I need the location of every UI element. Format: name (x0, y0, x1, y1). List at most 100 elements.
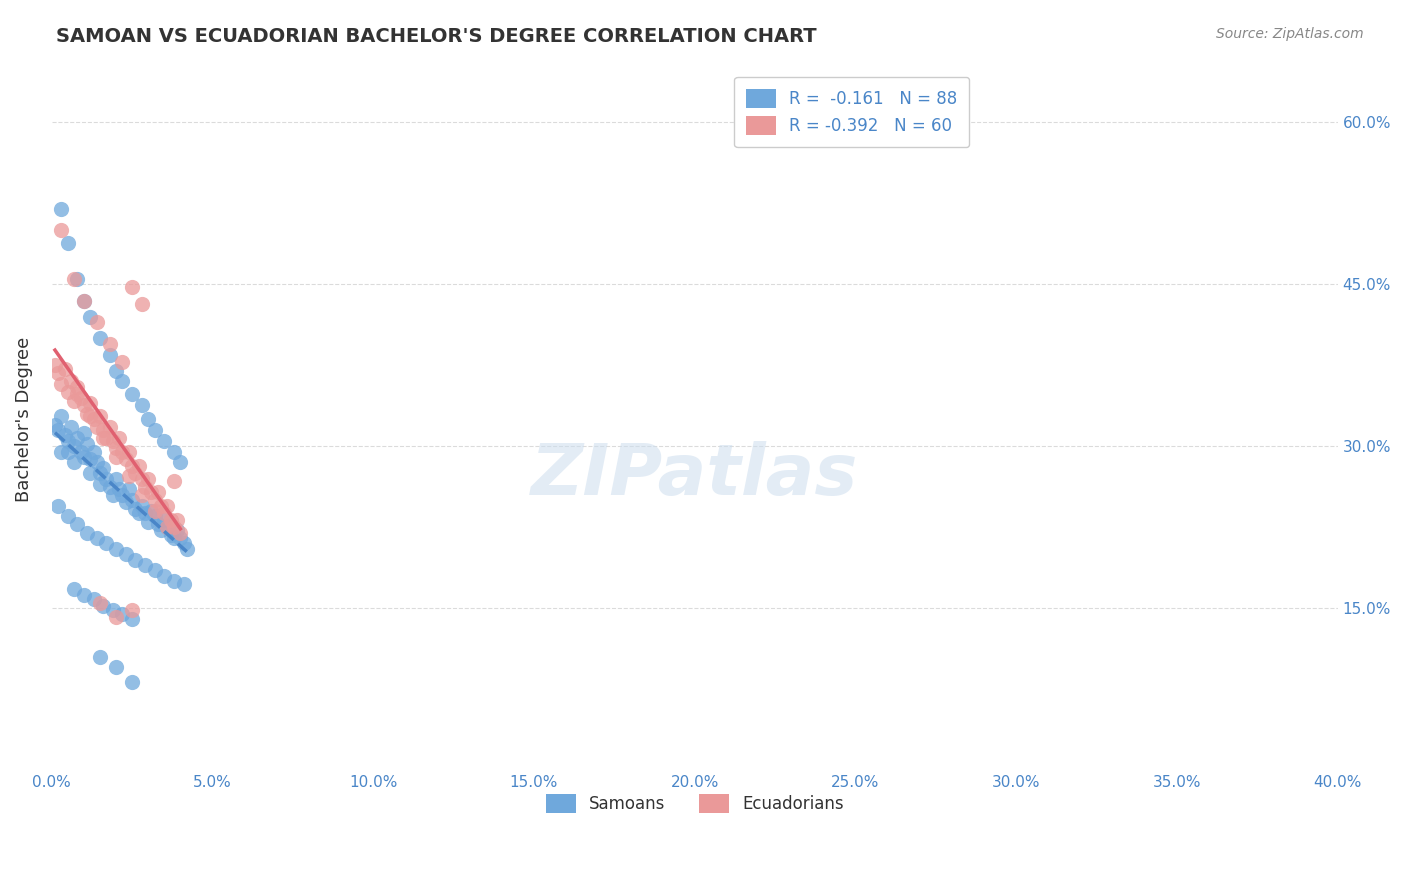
Point (69, 444, 91, 458)
Point (105, 442, 128, 456)
Point (131, 398, 153, 412)
Point (136, 515, 159, 529)
Point (121, 458, 143, 473)
Point (44, 359, 66, 373)
Point (96, 431, 118, 445)
Point (128, 506, 150, 520)
Point (86, 531, 108, 545)
Point (76, 407, 98, 421)
Point (163, 520, 186, 534)
Point (153, 506, 176, 520)
Point (163, 474, 186, 488)
Point (169, 531, 191, 545)
Point (66, 272, 89, 286)
Point (66, 431, 89, 445)
Point (63, 393, 86, 408)
Point (51, 223, 73, 237)
Point (156, 520, 179, 534)
Point (66, 516, 89, 531)
Point (163, 531, 186, 545)
Point (105, 364, 128, 378)
Point (163, 574, 186, 589)
Point (105, 450, 128, 464)
Point (46, 423, 69, 437)
Point (173, 536, 195, 550)
Point (131, 488, 153, 502)
Point (134, 558, 156, 572)
Point (143, 423, 166, 437)
Point (131, 297, 153, 311)
Point (169, 525, 191, 540)
Point (105, 472, 128, 486)
Point (141, 484, 163, 499)
Point (89, 331, 111, 345)
Point (89, 409, 111, 423)
Point (53, 428, 76, 442)
Point (101, 434, 124, 448)
Point (166, 513, 188, 527)
Y-axis label: Bachelor's Degree: Bachelor's Degree (15, 336, 32, 502)
Point (51, 376, 73, 391)
Point (111, 375, 134, 389)
Point (56, 434, 79, 448)
Point (63, 439, 86, 453)
Point (73, 293, 96, 308)
Point (73, 293, 96, 308)
Point (111, 488, 134, 502)
Point (60, 375, 83, 389)
Point (91, 460, 114, 475)
Point (173, 577, 195, 591)
Point (121, 387, 143, 401)
Point (124, 467, 146, 481)
Point (89, 467, 111, 481)
Point (101, 488, 124, 502)
Point (150, 524, 173, 538)
Point (124, 552, 146, 566)
Point (121, 279, 143, 293)
Point (128, 458, 150, 473)
Point (159, 513, 181, 527)
Point (86, 419, 108, 434)
Point (153, 513, 176, 527)
Point (63, 582, 86, 596)
Point (121, 603, 143, 617)
Point (98, 336, 121, 351)
Point (143, 504, 166, 518)
Point (134, 506, 156, 520)
Point (150, 499, 173, 513)
Point (79, 467, 101, 481)
Point (105, 541, 128, 556)
Point (56, 444, 79, 458)
Point (79, 396, 101, 410)
Point (114, 547, 136, 561)
Text: SAMOAN VS ECUADORIAN BACHELOR'S DEGREE CORRELATION CHART: SAMOAN VS ECUADORIAN BACHELOR'S DEGREE C… (56, 27, 817, 45)
Point (51, 444, 73, 458)
Point (98, 347, 121, 361)
Point (91, 599, 114, 613)
Point (141, 504, 163, 518)
Point (121, 612, 143, 626)
Point (114, 452, 136, 467)
Point (98, 419, 121, 434)
Point (136, 472, 159, 486)
Point (98, 480, 121, 494)
Point (79, 310, 101, 324)
Point (79, 452, 101, 467)
Point (96, 472, 118, 486)
Point (73, 588, 96, 602)
Point (156, 499, 179, 513)
Point (169, 455, 191, 469)
Point (56, 236, 79, 251)
Point (86, 315, 108, 329)
Point (83, 592, 105, 607)
Point (159, 527, 181, 541)
Point (121, 493, 143, 508)
Point (111, 355, 134, 369)
Point (146, 484, 169, 499)
Point (166, 524, 188, 538)
Point (91, 423, 114, 437)
Point (83, 412, 105, 426)
Point (114, 495, 136, 509)
Point (101, 603, 124, 617)
Point (86, 455, 108, 469)
